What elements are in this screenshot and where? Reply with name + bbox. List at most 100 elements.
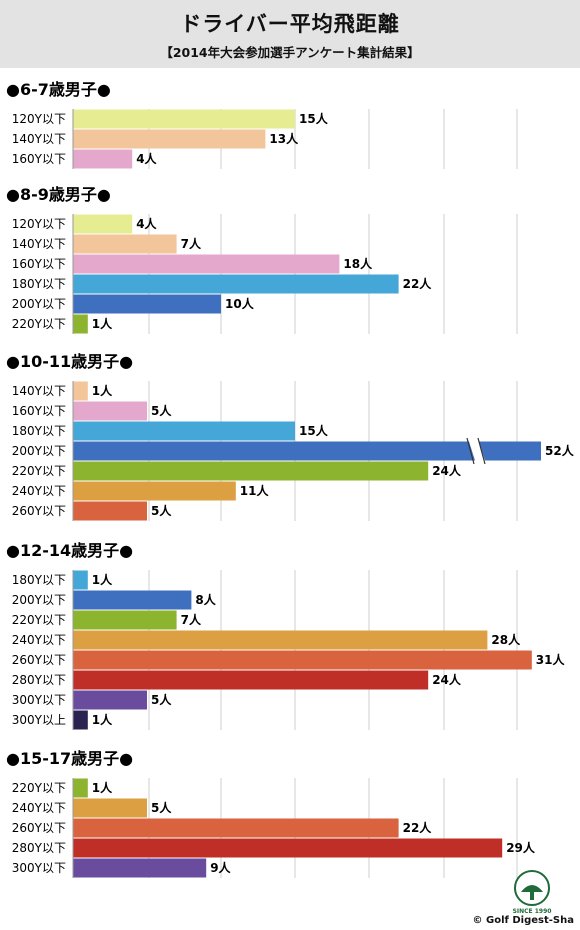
value-label: 7人 xyxy=(181,612,202,627)
bar xyxy=(73,481,236,501)
category-label: 180Y以下 xyxy=(12,277,66,291)
section-title: ●12-14歳男子● xyxy=(6,541,133,560)
bar xyxy=(73,570,88,590)
category-label: 220Y以下 xyxy=(12,613,66,627)
bar xyxy=(73,401,147,421)
bar xyxy=(73,838,503,858)
value-label: 1人 xyxy=(92,383,113,398)
value-label: 1人 xyxy=(92,712,113,727)
category-label: 260Y以下 xyxy=(12,653,66,667)
header-band: ドライバー平均飛距離 【2014年大会参加選手アンケート集計結果】 xyxy=(0,0,580,68)
bar xyxy=(73,710,88,730)
value-label: 18人 xyxy=(343,256,373,271)
category-label: 160Y以下 xyxy=(12,404,66,418)
category-label: 220Y以下 xyxy=(12,464,66,478)
chart-subtitle: 【2014年大会参加選手アンケート集計結果】 xyxy=(160,45,420,60)
bar xyxy=(73,421,295,441)
category-label: 220Y以下 xyxy=(12,781,66,795)
bar xyxy=(73,650,532,670)
copyright: © Golf Digest-Sha xyxy=(472,915,574,926)
category-label: 300Y以上 xyxy=(12,713,66,727)
value-label: 13人 xyxy=(269,131,299,146)
value-label: 9人 xyxy=(210,860,231,875)
category-label: 300Y以下 xyxy=(12,861,66,875)
value-label: 24人 xyxy=(432,463,462,478)
golf-cup-emblem-icon xyxy=(514,870,550,906)
value-label: 10人 xyxy=(225,296,255,311)
bar xyxy=(73,690,147,710)
category-label: 200Y以下 xyxy=(12,297,66,311)
category-label: 260Y以下 xyxy=(12,504,66,518)
bar xyxy=(73,294,221,314)
bar xyxy=(73,441,541,461)
bar xyxy=(73,501,147,521)
bar xyxy=(73,818,399,838)
value-label: 5人 xyxy=(151,503,172,518)
axis-break-gap xyxy=(469,441,485,461)
bar xyxy=(73,630,488,650)
bar xyxy=(73,798,147,818)
category-label: 280Y以下 xyxy=(12,673,66,687)
axis-break-mark xyxy=(466,437,475,465)
bar xyxy=(73,109,295,129)
bar xyxy=(73,590,192,610)
bar xyxy=(73,461,429,481)
value-label: 15人 xyxy=(299,111,329,126)
value-label: 1人 xyxy=(92,316,113,331)
category-label: 200Y以下 xyxy=(12,593,66,607)
category-label: 140Y以下 xyxy=(12,132,66,146)
bar xyxy=(73,214,133,234)
category-label: 280Y以下 xyxy=(12,841,66,855)
category-label: 120Y以下 xyxy=(12,217,66,231)
value-label: 22人 xyxy=(403,276,433,291)
category-label: 180Y以下 xyxy=(12,424,66,438)
category-label: 120Y以下 xyxy=(12,112,66,126)
value-label: 52人 xyxy=(545,443,575,458)
bar xyxy=(73,129,266,149)
value-label: 4人 xyxy=(136,151,157,166)
category-label: 300Y以下 xyxy=(12,693,66,707)
category-label: 220Y以下 xyxy=(12,317,66,331)
category-label: 200Y以下 xyxy=(12,444,66,458)
golf-digest-logo: SINCE 1990 xyxy=(488,868,576,928)
category-label: 240Y以下 xyxy=(12,633,66,647)
category-label: 140Y以下 xyxy=(12,384,66,398)
value-label: 15人 xyxy=(299,423,329,438)
bar xyxy=(73,314,88,334)
value-label: 29人 xyxy=(506,840,536,855)
category-label: 160Y以下 xyxy=(12,257,66,271)
logo-text: SINCE 1990 xyxy=(512,908,552,915)
bar xyxy=(73,670,429,690)
category-label: 240Y以下 xyxy=(12,801,66,815)
bar xyxy=(73,274,399,294)
category-label: 240Y以下 xyxy=(12,484,66,498)
bar xyxy=(73,610,177,630)
bar xyxy=(73,149,133,169)
value-label: 5人 xyxy=(151,800,172,815)
bar xyxy=(73,234,177,254)
axis-break-mark xyxy=(477,437,486,465)
section-title: ●10-11歳男子● xyxy=(6,352,133,371)
bar xyxy=(73,858,207,878)
value-label: 24人 xyxy=(432,672,462,687)
category-label: 260Y以下 xyxy=(12,821,66,835)
value-label: 22人 xyxy=(403,820,433,835)
bar xyxy=(73,254,340,274)
section-title: ●6-7歳男子● xyxy=(6,80,111,99)
bar xyxy=(73,381,88,401)
value-label: 4人 xyxy=(136,216,157,231)
value-label: 5人 xyxy=(151,692,172,707)
value-label: 31人 xyxy=(536,652,566,667)
value-label: 1人 xyxy=(92,780,113,795)
value-label: 7人 xyxy=(181,236,202,251)
value-label: 8人 xyxy=(195,592,216,607)
value-label: 5人 xyxy=(151,403,172,418)
value-label: 11人 xyxy=(240,483,270,498)
category-label: 160Y以下 xyxy=(12,152,66,166)
value-label: 1人 xyxy=(92,572,113,587)
chart-title: ドライバー平均飛距離 xyxy=(180,12,400,36)
value-label: 28人 xyxy=(491,632,521,647)
bar xyxy=(73,778,88,798)
category-label: 180Y以下 xyxy=(12,573,66,587)
section-title: ●15-17歳男子● xyxy=(6,749,133,768)
